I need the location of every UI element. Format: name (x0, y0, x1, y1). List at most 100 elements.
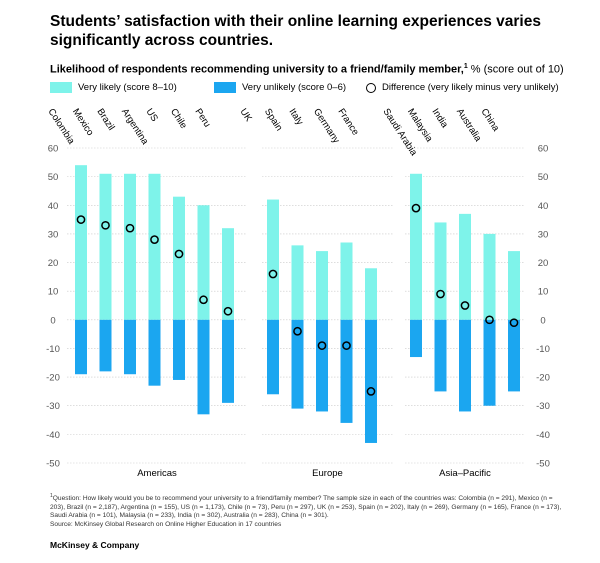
marker-difference-peru (223, 306, 233, 316)
footnote-marker: 1 (50, 493, 53, 499)
footnote-source: Source: McKinsey Global Research on Onli… (50, 520, 282, 528)
bar-very-unlikely-saudi-arabia (410, 319, 422, 358)
bar-very-likely-spain (291, 245, 304, 320)
legend-swatch-very-likely (50, 82, 72, 93)
bar-very-unlikely-uk (267, 319, 279, 395)
marker-difference-brazil (125, 223, 135, 233)
bar-very-unlikely-germany (340, 319, 353, 423)
y-tick-label-left: 20 (48, 258, 59, 269)
bar-very-likely-australia (483, 233, 496, 320)
marker-difference-france (366, 387, 376, 396)
y-tick-label-right: 20 (538, 258, 549, 269)
bar-very-likely-italy (316, 251, 328, 320)
y-tick-label-right: -10 (536, 344, 550, 355)
category-label-india: India (429, 107, 450, 131)
bar-very-unlikely-us (173, 319, 185, 380)
brand-name: McKinsey & Company (50, 540, 140, 550)
subtitle-main: Likelihood of respondents recommending u… (50, 63, 464, 76)
footnote-question: 1Question: How likely would you be to re… (50, 492, 565, 521)
chart-title: Students’ satisfaction with their online… (50, 13, 541, 49)
y-tick-label-right: 60 (538, 144, 549, 155)
category-label-china: China (478, 107, 501, 134)
bar-very-likely-mexico (99, 173, 112, 320)
bar-very-unlikely-peru (222, 319, 234, 403)
marker-difference-mexico (101, 220, 110, 230)
legend-swatch-very-unlikely (214, 82, 236, 93)
bar-very-likely-saudi-arabia (410, 173, 422, 320)
legend: Very likely (score 8–10) Very unlikely (… (50, 82, 590, 98)
y-tick-label-right: -30 (536, 401, 550, 412)
group-label-europe: Europe (312, 468, 343, 479)
bar-very-unlikely-china (508, 319, 520, 392)
bar-very-unlikely-mexico (99, 319, 112, 372)
bar-very-likely-malaysia (434, 222, 447, 320)
y-tick-label-left: -30 (46, 401, 60, 412)
y-tick-label-right: -40 (536, 430, 550, 441)
y-tick-label-right: -50 (536, 459, 550, 470)
legend-marker-difference-icon (366, 82, 376, 93)
bar-very-unlikely-colombia (75, 319, 87, 375)
bar-very-unlikely-chile (197, 319, 210, 415)
legend-item-very-unlikely: Very unlikely (score 0–6) (214, 82, 346, 93)
bar-very-likely-france (365, 268, 377, 320)
bar-very-unlikely-france (365, 319, 377, 443)
y-tick-label-left: -10 (46, 344, 60, 355)
category-label-chile: Chile (168, 107, 189, 131)
bar-very-likely-peru (222, 228, 234, 320)
y-tick-label-left: 0 (50, 315, 55, 326)
bar-very-likely-brazil (124, 173, 136, 320)
footnote-question-text: Question: How likely would you be to rec… (50, 495, 562, 520)
bar-very-unlikely-italy (316, 319, 328, 412)
y-tick-label-left: -40 (46, 430, 60, 441)
bar-very-unlikely-spain (291, 319, 304, 409)
marker-difference-spain (293, 326, 302, 336)
category-label-spain: Spain (262, 107, 284, 133)
category-label-france: France (335, 107, 360, 138)
bar-very-likely-chile (197, 205, 210, 320)
marker-difference-uk (268, 269, 278, 279)
category-label-italy: Italy (286, 107, 305, 128)
legend-item-difference: Difference (very likely minus very unlik… (366, 82, 559, 93)
bar-very-unlikely-australia (483, 319, 496, 406)
subtitle-unit: % (score out of 10) (470, 63, 564, 76)
marker-difference-chile (199, 295, 208, 305)
y-tick-label-right: 0 (540, 315, 545, 326)
bar-very-likely-germany (340, 242, 353, 320)
y-tick-label-left: -50 (46, 459, 60, 470)
marker-difference-australia (485, 315, 494, 325)
footnote: 1Question: How likely would you be to re… (50, 492, 565, 530)
y-tick-label-left: 50 (48, 172, 59, 183)
marker-difference-india (460, 301, 470, 310)
y-tick-label-right: 40 (538, 201, 549, 212)
bar-very-likely-china (508, 251, 520, 320)
y-tick-label-right: 30 (538, 229, 549, 240)
marker-difference-italy (317, 341, 327, 350)
group-label-asia-pacific: Asia–Pacific (439, 468, 491, 479)
marker-difference-colombia (76, 215, 86, 224)
bar-very-likely-uk (267, 199, 279, 320)
chart-subtitle: Likelihood of respondents recommending u… (50, 60, 580, 77)
y-tick-label-left: 30 (48, 229, 59, 240)
bar-very-likely-india (459, 213, 471, 320)
bar-very-unlikely-brazil (124, 319, 136, 375)
bar-very-likely-argentina (148, 173, 161, 320)
legend-label-difference: Difference (very likely minus very unlik… (382, 82, 559, 93)
y-tick-label-left: -20 (46, 373, 60, 384)
bar-very-unlikely-malaysia (434, 319, 447, 392)
category-label-us: US (143, 107, 159, 124)
marker-difference-germany (342, 341, 351, 350)
legend-item-very-likely: Very likely (score 8–10) (50, 82, 177, 93)
marker-difference-us (174, 249, 184, 259)
bar-very-unlikely-india (459, 319, 471, 412)
category-label-peru: Peru (192, 107, 212, 130)
y-tick-label-left: 60 (48, 144, 59, 155)
bar-very-unlikely-argentina (148, 319, 161, 386)
marker-difference-china (509, 318, 519, 328)
marker-difference-argentina (150, 235, 159, 244)
category-label-mexico: Mexico (70, 107, 96, 138)
group-label-americas: Americas (137, 468, 177, 479)
y-tick-label-left: 40 (48, 201, 59, 212)
y-tick-label-right: -20 (536, 373, 550, 384)
subtitle-footnote-ref: 1 (463, 63, 468, 70)
